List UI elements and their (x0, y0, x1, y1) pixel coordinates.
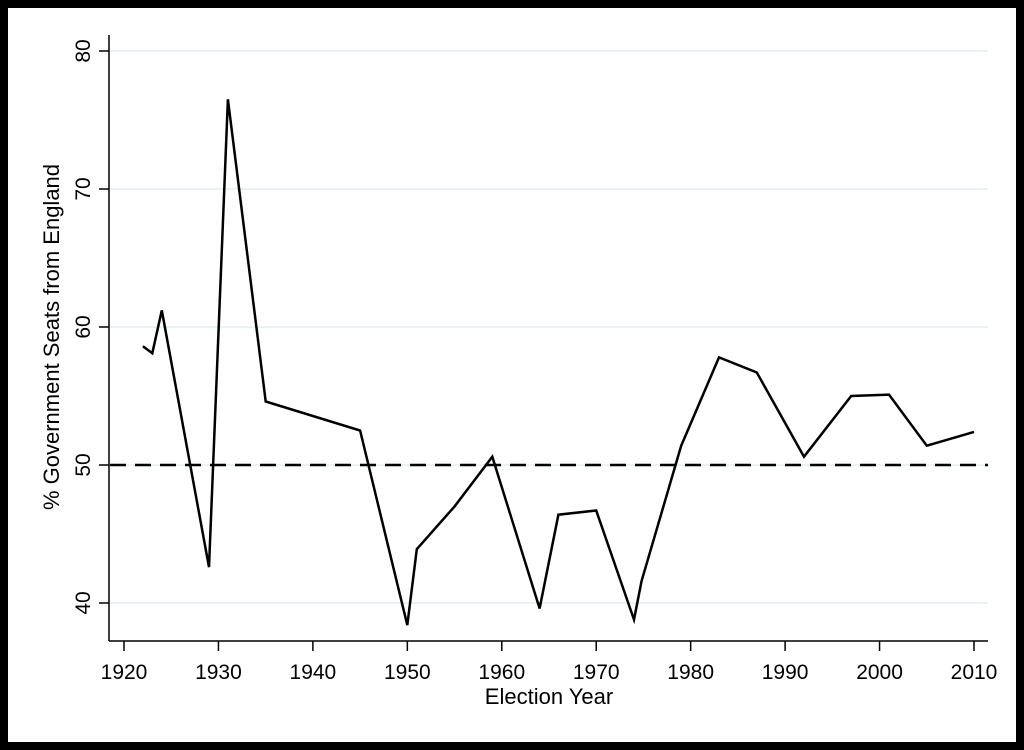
x-tick-label: 1920 (101, 661, 148, 684)
y-tick-label: 50 (72, 453, 95, 476)
y-tick-label: 80 (72, 39, 95, 62)
x-tick-label: 2000 (856, 661, 903, 684)
x-tick-label: 1940 (290, 661, 337, 684)
x-axis-title: Election Year (485, 684, 613, 709)
x-tick-label: 1970 (573, 661, 620, 684)
data-line (142, 99, 975, 626)
y-axis-ticks: 40 50 60 70 80 (72, 39, 109, 615)
x-tick-label: 1980 (667, 661, 714, 684)
x-axis-ticks: 1920 1930 1940 1950 1960 1970 1980 1990 2000 2010 (101, 641, 998, 684)
y-tick-label: 70 (72, 177, 95, 200)
chart-background (8, 8, 1016, 742)
x-tick-label: 2010 (951, 661, 998, 684)
x-tick-label: 1990 (762, 661, 809, 684)
y-tick-label: 40 (72, 591, 95, 614)
y-axis-title: % Government Seats from England (39, 164, 64, 510)
x-tick-label: 1930 (195, 661, 242, 684)
x-tick-label: 1960 (478, 661, 525, 684)
gridlines (110, 50, 988, 604)
x-tick-label: 1950 (384, 661, 431, 684)
y-tick-label: 60 (72, 315, 95, 338)
